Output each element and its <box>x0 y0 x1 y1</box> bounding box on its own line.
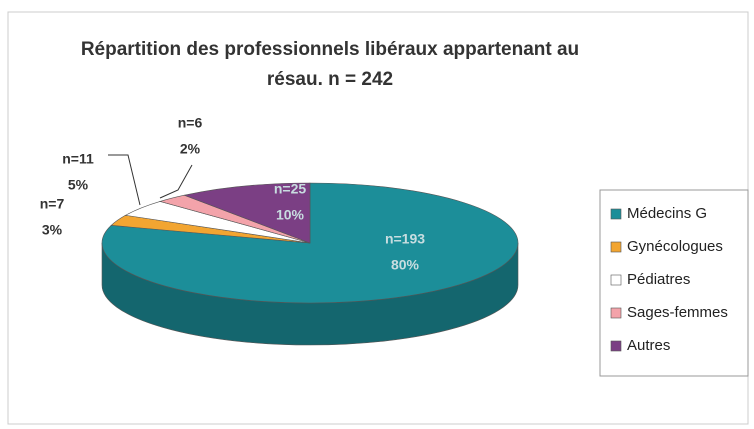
legend-box <box>599 189 749 377</box>
data-label: n=11 <box>62 151 94 167</box>
legend-label: Autres <box>627 337 670 354</box>
legend-label: Médecins G <box>627 205 707 222</box>
chart-subtitle: résau. n = 242 <box>267 69 393 90</box>
data-label: n=6 <box>178 115 203 131</box>
data-label: n=193 <box>385 231 425 247</box>
percent-label: 10% <box>276 207 305 223</box>
slice <box>101 182 519 304</box>
leader-line <box>159 164 193 199</box>
legend-label: Sages-femmes <box>627 304 728 321</box>
legend-label: Gynécologues <box>627 238 723 255</box>
legend-swatch <box>610 340 622 352</box>
percent-label: 5% <box>68 177 89 193</box>
percent-label: 80% <box>391 257 420 273</box>
legend-swatch <box>610 307 622 319</box>
percent-label: 3% <box>42 222 63 238</box>
data-label: n=25 <box>274 181 307 197</box>
data-label: n=7 <box>40 196 65 212</box>
legend-swatch <box>610 274 622 286</box>
slice <box>183 182 311 244</box>
leader-line <box>108 154 141 206</box>
legend-label: Pédiatres <box>627 271 690 288</box>
legend-swatch <box>610 241 622 253</box>
chart-title: Répartition des professionnels libéraux … <box>81 39 579 60</box>
percent-label: 2% <box>180 141 201 157</box>
legend-swatch <box>610 208 622 220</box>
